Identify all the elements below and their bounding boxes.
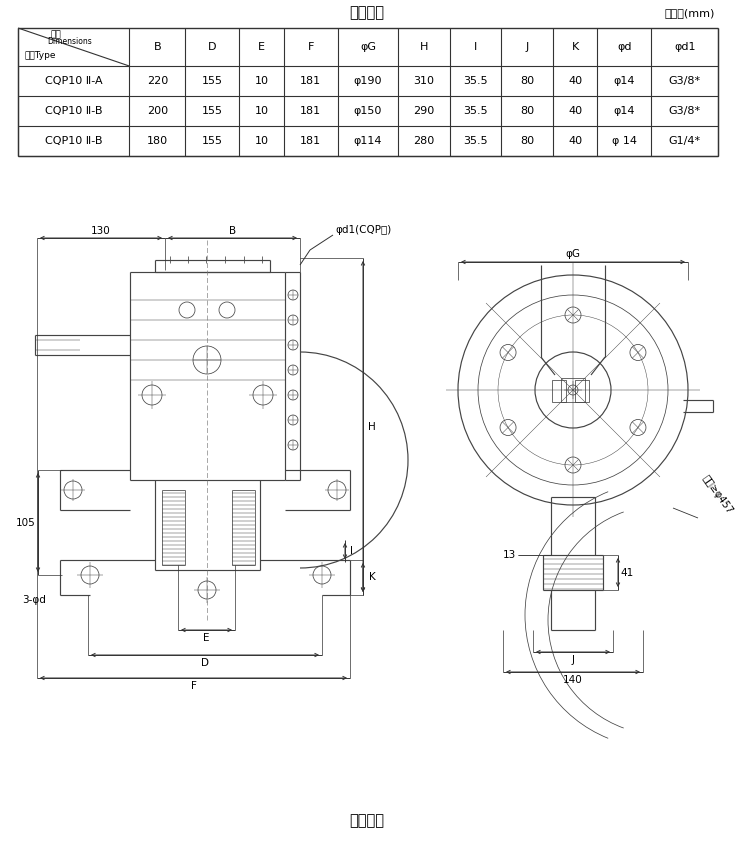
Text: 130: 130 — [91, 226, 111, 236]
Text: 220: 220 — [147, 76, 168, 86]
Text: D: D — [208, 42, 217, 52]
Text: φ150: φ150 — [354, 106, 382, 116]
Text: 单位：(mm): 单位：(mm) — [664, 8, 715, 18]
Text: 最径≥φ457: 最径≥φ457 — [701, 473, 735, 516]
Text: 35.5: 35.5 — [463, 76, 488, 86]
Text: F: F — [307, 42, 314, 52]
Text: 3-φd: 3-φd — [22, 595, 46, 605]
Text: φd1: φd1 — [674, 42, 695, 52]
Text: J: J — [572, 655, 575, 665]
Text: I: I — [351, 546, 354, 556]
Text: 10: 10 — [254, 76, 268, 86]
Text: B: B — [154, 42, 161, 52]
Text: 35.5: 35.5 — [463, 106, 488, 116]
Text: K: K — [369, 573, 376, 582]
Text: 280: 280 — [414, 136, 435, 146]
Text: （图一）: （图一） — [350, 813, 384, 829]
Text: 200: 200 — [147, 106, 168, 116]
Text: H: H — [368, 421, 376, 431]
Text: 140: 140 — [563, 675, 583, 685]
Text: CQP10 Ⅱ-B: CQP10 Ⅱ-B — [45, 106, 102, 116]
Text: φG: φG — [565, 249, 581, 259]
Text: 40: 40 — [568, 76, 582, 86]
Text: G3/8*: G3/8* — [669, 76, 700, 86]
Text: 10: 10 — [254, 106, 268, 116]
Text: 41: 41 — [620, 568, 634, 578]
Text: φ14: φ14 — [614, 106, 635, 116]
Text: φd: φd — [617, 42, 631, 52]
Text: 80: 80 — [520, 136, 534, 146]
Text: 尺寸: 尺寸 — [51, 31, 62, 39]
Text: Dimensions: Dimensions — [48, 37, 93, 45]
Text: 10: 10 — [254, 136, 268, 146]
Text: φd1(CQP型): φd1(CQP型) — [335, 225, 391, 235]
Text: 13: 13 — [503, 550, 516, 560]
Text: 155: 155 — [202, 106, 223, 116]
Text: （表二）: （表二） — [350, 5, 384, 21]
Text: H: H — [420, 42, 429, 52]
Text: J: J — [526, 42, 528, 52]
Text: 35.5: 35.5 — [463, 136, 488, 146]
Text: K: K — [572, 42, 579, 52]
Text: 80: 80 — [520, 76, 534, 86]
Text: 155: 155 — [202, 136, 223, 146]
Text: E: E — [204, 633, 209, 643]
Text: 155: 155 — [202, 76, 223, 86]
Text: B: B — [229, 226, 236, 236]
Text: 181: 181 — [300, 136, 321, 146]
Text: 181: 181 — [300, 76, 321, 86]
Bar — [575, 380, 589, 402]
Text: 40: 40 — [568, 106, 582, 116]
Text: G1/4*: G1/4* — [669, 136, 700, 146]
Text: G3/8*: G3/8* — [669, 106, 700, 116]
Text: CQP10 Ⅱ-B: CQP10 Ⅱ-B — [45, 136, 102, 146]
Text: 290: 290 — [414, 106, 435, 116]
Bar — [552, 380, 566, 402]
Text: F: F — [190, 681, 196, 691]
Text: CQP10 Ⅱ-A: CQP10 Ⅱ-A — [45, 76, 102, 86]
Text: 型号Type: 型号Type — [24, 51, 56, 60]
Text: 181: 181 — [300, 106, 321, 116]
Text: 180: 180 — [147, 136, 168, 146]
Text: D: D — [201, 658, 209, 668]
Text: 40: 40 — [568, 136, 582, 146]
Text: φG: φG — [360, 42, 376, 52]
Text: 80: 80 — [520, 106, 534, 116]
Text: E: E — [258, 42, 265, 52]
Text: 310: 310 — [414, 76, 434, 86]
Text: I: I — [474, 42, 477, 52]
Text: φ190: φ190 — [354, 76, 382, 86]
Text: φ14: φ14 — [614, 76, 635, 86]
Text: φ 14: φ 14 — [612, 136, 637, 146]
Text: 105: 105 — [16, 518, 36, 527]
Text: φ114: φ114 — [354, 136, 382, 146]
